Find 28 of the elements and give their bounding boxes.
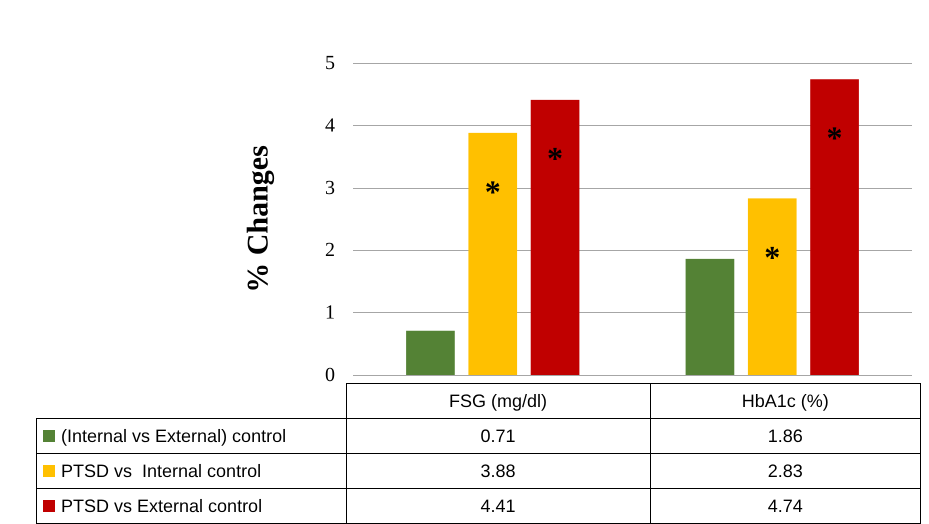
annotation: * [764, 238, 780, 275]
bar [406, 330, 455, 375]
annotation: * [484, 173, 501, 210]
y-tick-label: 0 [325, 364, 335, 386]
bar [530, 100, 580, 375]
data-label: 0.71 [346, 418, 650, 454]
data-label: 3.88 [346, 454, 650, 488]
legend-label: PTSD vs External control [61, 496, 262, 516]
legend-label: (Internal vs External) control [61, 426, 286, 446]
bar [686, 258, 734, 375]
y-tick-label: 5 [325, 52, 335, 74]
annotation: * [826, 120, 843, 156]
y-tick-label: 4 [325, 114, 335, 136]
data-label: 4.41 [346, 488, 650, 524]
data-label: 2.83 [650, 454, 920, 488]
data-label: 4.74 [650, 488, 920, 524]
y-axis-title: % Changes [242, 145, 274, 293]
legend-label: PTSD vs Internal control [61, 460, 262, 480]
data-label: 1.86 [650, 418, 920, 454]
bar [748, 198, 797, 375]
x-tick-label: FSG (mg/dl) [346, 384, 650, 418]
bar [468, 132, 518, 375]
y-tick-label: 3 [325, 176, 335, 199]
annotation: * [547, 140, 564, 176]
y-tick-label: 2 [325, 239, 335, 262]
bar [810, 79, 859, 375]
x-tick-label: HbA1c (%) [650, 384, 920, 418]
y-tick-label: 1 [325, 302, 335, 324]
